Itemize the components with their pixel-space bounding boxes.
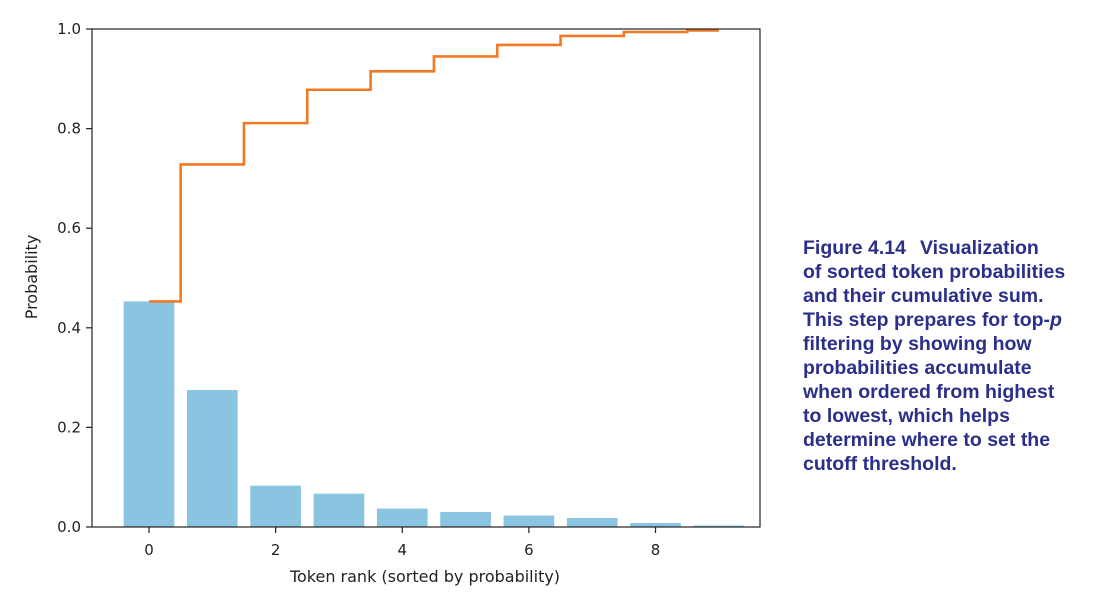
y-tick-label: 1.0 <box>57 20 81 38</box>
figure-number: Figure 4.14 <box>803 237 906 259</box>
caption-line-1: Visualization <box>919 237 1039 259</box>
y-tick-label: 0.4 <box>57 319 81 337</box>
x-tick-label: 0 <box>144 541 154 559</box>
cumulative-sum-step-line <box>148 29 719 303</box>
caption-line-5: filtering by showing how <box>803 333 1032 355</box>
caption-line-10: cutoff threshold. <box>803 453 957 475</box>
bar-rank-7 <box>566 518 618 527</box>
bar-rank-9 <box>693 525 745 527</box>
y-tick-label: 0.0 <box>57 518 81 536</box>
bar-rank-5 <box>440 512 491 527</box>
bars-group <box>123 301 745 527</box>
y-tick-label: 0.6 <box>57 219 81 237</box>
bar-rank-2 <box>250 485 301 527</box>
figure-caption: Figure 4.14 Visualization of sorted token… <box>803 236 1103 476</box>
bar-rank-3 <box>313 493 365 527</box>
bar-rank-4 <box>376 508 428 527</box>
bar-rank-0 <box>123 301 175 527</box>
y-tick-label: 0.2 <box>57 418 81 436</box>
caption-italic-p: p <box>1050 309 1062 331</box>
x-tick-label: 2 <box>271 541 281 559</box>
caption-line-3: and their cumulative sum. <box>803 285 1044 307</box>
x-tick-label: 4 <box>397 541 407 559</box>
y-tick-label: 0.8 <box>57 120 81 138</box>
plot-area-frame <box>91 28 761 528</box>
bar-rank-6 <box>503 515 555 527</box>
y-axis-ticks: 0.0 0.2 0.4 0.6 0.8 1.0 <box>57 20 92 536</box>
x-axis-label: Token rank (sorted by probability) <box>289 567 560 586</box>
caption-line-2: of sorted token probabilities <box>803 261 1066 283</box>
bar-rank-1 <box>186 390 238 527</box>
x-tick-label: 6 <box>524 541 534 559</box>
caption-line-4: This step prepares for top- <box>803 309 1051 331</box>
cumulative-probability-chart: 0 2 4 6 8 0.0 0.2 0.4 0.6 0.8 1.0 Token rank (sor… <box>22 20 761 586</box>
caption-line-9: determine where to set the <box>803 429 1051 451</box>
caption-line-8: to lowest, which helps <box>803 405 1010 427</box>
x-tick-label: 8 <box>651 541 661 559</box>
bar-rank-8 <box>630 523 681 527</box>
caption-line-7: when ordered from highest <box>803 381 1055 403</box>
y-axis-label: Probability <box>22 235 41 320</box>
caption-line-6: probabilities accumulate <box>803 357 1032 379</box>
x-axis-ticks: 0 2 4 6 8 <box>144 527 660 559</box>
